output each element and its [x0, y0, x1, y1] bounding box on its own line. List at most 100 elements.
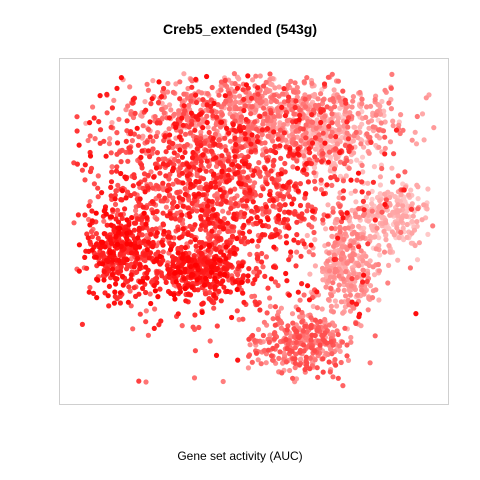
data-point [130, 183, 136, 189]
data-point [150, 185, 156, 191]
data-point [199, 203, 205, 209]
data-point [357, 89, 363, 96]
data-point [283, 359, 289, 365]
data-point [138, 154, 144, 160]
data-point [181, 111, 187, 117]
data-point [250, 280, 256, 287]
data-point [104, 222, 110, 228]
data-point [229, 161, 236, 167]
data-point [341, 236, 347, 242]
data-point [337, 343, 343, 349]
data-point [147, 119, 153, 125]
data-point [141, 210, 147, 216]
data-point [101, 269, 107, 275]
data-point [199, 207, 205, 213]
data-point [291, 183, 298, 189]
data-point [270, 203, 276, 209]
data-point [332, 298, 338, 304]
data-point [375, 261, 381, 268]
data-point [229, 114, 236, 120]
data-point [344, 342, 350, 348]
data-point [345, 136, 351, 142]
data-point [173, 124, 179, 130]
data-point [301, 167, 307, 173]
data-point [199, 309, 205, 315]
data-point [278, 155, 284, 161]
data-point [320, 217, 326, 223]
data-point [328, 339, 334, 345]
data-point [353, 199, 359, 205]
data-point [79, 321, 85, 327]
data-point [343, 269, 349, 275]
data-point [211, 126, 217, 132]
data-point [327, 168, 333, 174]
data-point [227, 138, 233, 144]
data-point [146, 255, 152, 261]
data-point [264, 310, 270, 316]
data-point [238, 114, 245, 120]
data-point [279, 104, 285, 110]
data-point [330, 205, 336, 211]
data-point [311, 165, 318, 171]
data-point [120, 282, 126, 288]
data-point [382, 119, 388, 125]
data-point [327, 369, 333, 375]
data-point [180, 122, 186, 128]
data-point [145, 148, 151, 154]
data-point [356, 223, 362, 229]
data-point [129, 138, 135, 144]
data-point [214, 323, 220, 329]
data-point [386, 262, 392, 268]
data-point [124, 257, 130, 263]
data-point [321, 332, 327, 338]
data-point [192, 127, 198, 133]
data-point [246, 266, 252, 272]
data-point [93, 210, 99, 216]
data-point [232, 279, 238, 285]
data-point [382, 151, 388, 157]
data-point [144, 275, 150, 281]
data-point [74, 128, 80, 134]
data-point [260, 332, 266, 339]
data-point [172, 256, 178, 262]
data-point [352, 188, 358, 194]
data-point [166, 271, 172, 277]
data-point [97, 127, 104, 133]
data-point [296, 334, 302, 341]
data-point [112, 289, 118, 295]
data-point [274, 231, 280, 237]
data-point [152, 306, 158, 312]
data-point [182, 131, 189, 137]
data-point [170, 205, 176, 211]
data-point [326, 359, 332, 365]
data-point [225, 228, 231, 234]
data-point [364, 278, 370, 284]
data-point [351, 271, 357, 277]
data-point [238, 128, 244, 134]
data-point [259, 131, 265, 138]
data-point [396, 235, 402, 241]
data-point [291, 111, 297, 117]
data-point [319, 306, 325, 312]
data-point [255, 85, 261, 91]
data-point [179, 170, 185, 176]
data-point [159, 239, 165, 245]
data-point [431, 125, 437, 131]
data-point [114, 140, 121, 146]
data-point [248, 141, 254, 147]
data-point [210, 135, 216, 142]
data-point [218, 119, 225, 125]
data-point [136, 134, 142, 140]
data-point [273, 227, 279, 233]
data-point [312, 154, 318, 160]
data-point [309, 112, 315, 118]
data-point [193, 243, 199, 249]
data-point [106, 141, 112, 147]
data-point [360, 212, 367, 218]
data-point [87, 222, 93, 228]
data-point [198, 129, 204, 135]
data-point [257, 113, 263, 119]
data-point [185, 95, 191, 101]
data-point [87, 133, 93, 139]
data-point [343, 100, 349, 106]
